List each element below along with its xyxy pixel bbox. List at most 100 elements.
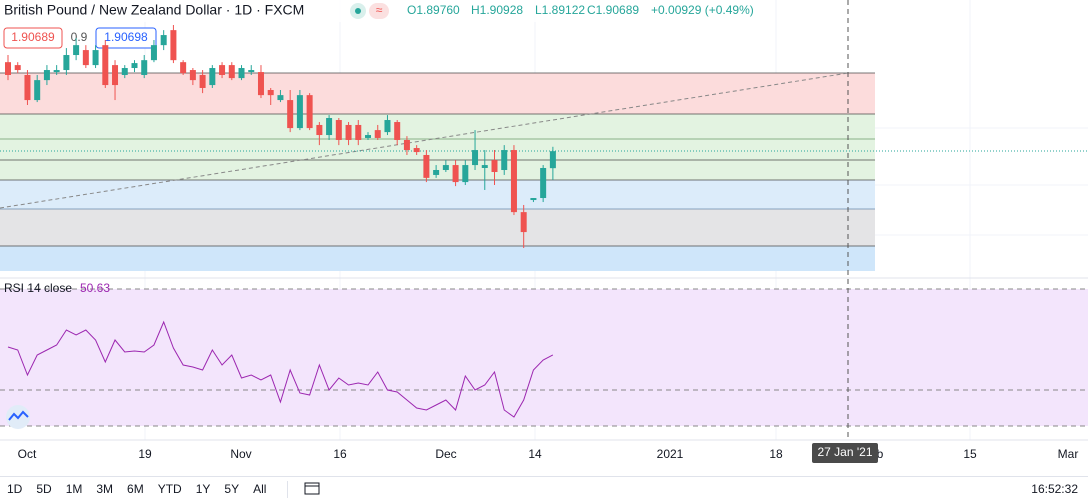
candle-body [189,70,196,81]
chart: British Pound / New Zealand Dollar · 1D … [0,0,1088,463]
rsi-value: 50.63 [80,281,110,295]
range-button[interactable]: All [253,482,267,496]
candle-body [394,122,401,140]
candle-body [248,70,255,73]
candle-body [53,70,60,73]
candle-body [228,65,235,79]
candle-body [277,95,284,101]
time-label: 18 [769,447,783,461]
candle-body [257,72,264,96]
time-label: 2021 [657,447,684,461]
rsi-band [0,289,1088,426]
ohlc-value: C1.90689 [587,3,639,17]
candle-body [43,70,50,81]
candle-body [296,95,303,129]
candle-body [131,63,138,69]
date-range-icon[interactable] [287,480,327,498]
compare-icon[interactable] [369,3,389,19]
candle-body [238,68,245,79]
candle-body [520,212,527,233]
candle-body [491,160,498,173]
symbol-title: British Pound / New Zealand Dollar · 1D … [4,2,304,18]
candle-body [102,45,109,86]
candle-body [141,60,148,75]
ohlc-value: O1.89760 [407,3,460,17]
candle-body [374,130,381,138]
rsi-levels [0,288,1088,427]
candle-body [219,65,226,75]
candle-body [82,50,89,66]
candle-body [316,124,323,136]
ohlc: O1.89760 H1.90928 L1.89122 C1.90689 +0.00929… [407,3,754,17]
time-label: 15 [963,447,977,461]
candle-body [384,120,391,133]
candle-body [481,165,488,168]
candle-body [150,45,157,61]
range-button[interactable]: 1M [65,482,83,496]
candle-body [462,165,469,183]
bid: 1.90689 [11,30,55,44]
time-label: 16 [333,447,347,461]
candle-body [34,80,41,101]
ask-box[interactable] [95,27,157,49]
range-button[interactable]: 1Y [195,482,211,496]
candle-body [549,151,556,169]
candle-body [501,150,508,171]
candle-body [112,65,119,86]
clock: 16:52:32 [1031,482,1078,496]
range-button[interactable]: 1D [7,482,23,496]
candle-body [403,139,410,151]
candle-body [209,68,216,86]
ask: 1.90698 [104,30,148,44]
time-label: Mar [1058,447,1079,461]
candle-body [199,74,206,88]
candle-body [24,74,31,101]
candle-body [442,165,449,171]
candle-body [306,95,313,129]
range-button[interactable]: YTD [157,482,182,496]
ohlc-value: H1.90928 [471,3,523,17]
candle-body [170,30,177,61]
bottom-toolbar: 1D 5D 1M 3M 6M YTD 1Y 5Y All 16:52:32 [0,476,1088,501]
fib-retracement [0,72,875,271]
candle-body [5,62,11,75]
rsi-title: RSI 14 close [4,281,72,295]
time-label: 14 [528,447,542,461]
spread: 0.9 [71,30,88,44]
candle-body [345,124,352,140]
candle-body [413,148,420,153]
time-label: Nov [230,447,251,461]
candle-body [160,35,167,46]
candle-body [510,150,517,213]
candle-body [73,45,80,56]
candle-body [92,50,99,66]
candle-body [472,150,479,166]
candle-body [355,124,362,140]
range-button[interactable]: 6M [127,482,144,496]
compare-glyph: ≈ [376,3,383,17]
bid-box[interactable] [3,27,63,49]
range-button[interactable]: 3M [96,482,114,496]
candle-body [335,120,342,140]
time-label: Oct [18,447,37,461]
candle-body [14,65,21,71]
candle-body [423,154,430,178]
crosshair-label-bg [812,443,878,463]
candle-body [63,55,70,71]
eye-pupil [355,8,361,14]
candle-body [267,89,274,96]
candle-body [287,100,294,129]
crosshair-label: 27 Jan '21 [817,445,872,459]
tv-logo-glyph [8,410,29,421]
time-label: b [877,447,884,461]
candle-body [365,135,372,138]
rsi-line [7,320,554,418]
range-button[interactable]: 5D [36,482,52,496]
ohlc-value: L1.89122 [535,3,585,17]
time-label: Dec [435,447,456,461]
ohlc-value: +0.00929 (+0.49%) [651,3,754,17]
range-button[interactable]: 5Y [224,482,240,496]
candle-body [433,170,440,175]
candle-body [452,165,459,183]
